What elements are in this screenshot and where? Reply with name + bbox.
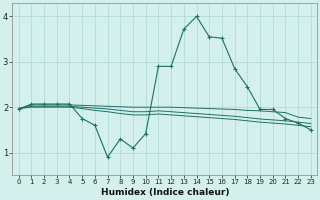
X-axis label: Humidex (Indice chaleur): Humidex (Indice chaleur) (100, 188, 229, 197)
